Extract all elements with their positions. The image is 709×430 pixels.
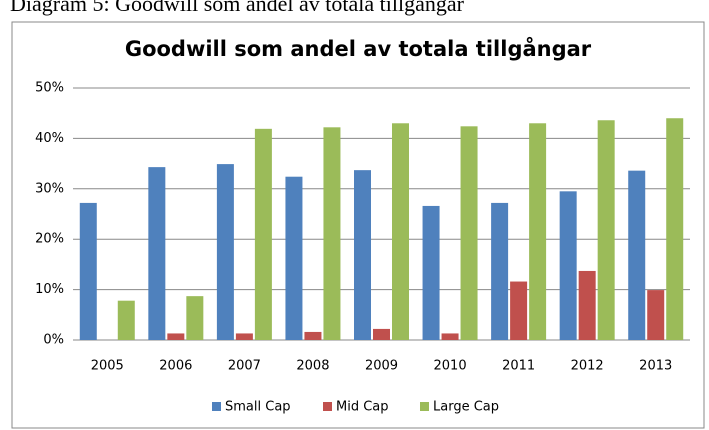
bar xyxy=(186,296,204,340)
bar xyxy=(578,270,596,340)
y-tick-label: 0% xyxy=(43,333,64,348)
bar xyxy=(491,202,509,340)
bar xyxy=(559,191,577,340)
y-tick-label: 40% xyxy=(35,131,64,146)
bar xyxy=(235,333,253,340)
bar xyxy=(441,333,459,340)
legend-label: Large Cap xyxy=(433,400,499,415)
x-tick-label: 2010 xyxy=(434,359,467,374)
caption: Diagram 5: Goodwill som andel av totala … xyxy=(10,0,465,16)
x-tick-label: 2008 xyxy=(296,359,329,374)
x-tick-label: 2005 xyxy=(91,359,124,374)
legend-swatch xyxy=(420,402,429,411)
y-tick-label: 10% xyxy=(35,282,64,297)
x-tick-label: 2006 xyxy=(159,359,192,374)
x-tick-label: 2009 xyxy=(365,359,398,374)
bar xyxy=(254,128,272,340)
legend-swatch xyxy=(212,402,221,411)
bar xyxy=(529,123,547,340)
bar xyxy=(647,290,665,340)
bar xyxy=(392,123,409,340)
legend-label: Mid Cap xyxy=(336,400,389,415)
chart-title: Goodwill som andel av totala tillgångar xyxy=(125,36,592,61)
bar xyxy=(373,328,390,340)
bar xyxy=(510,281,528,340)
bar xyxy=(304,331,322,340)
bar xyxy=(148,167,166,340)
x-tick-label: 2007 xyxy=(228,359,261,374)
bar xyxy=(167,333,185,340)
x-tick-label: 2013 xyxy=(639,359,672,374)
bar xyxy=(460,126,478,340)
legend-swatch xyxy=(323,402,332,411)
x-tick-label: 2011 xyxy=(502,359,535,374)
bar xyxy=(597,120,615,340)
x-tick-label: 2012 xyxy=(571,359,604,374)
y-tick-label: 50% xyxy=(35,81,64,96)
bar xyxy=(285,176,303,340)
bar xyxy=(628,170,646,340)
bar xyxy=(422,205,440,340)
bar xyxy=(79,202,97,340)
bar xyxy=(666,118,684,341)
bar xyxy=(354,170,371,340)
bar xyxy=(323,127,341,340)
y-tick-label: 20% xyxy=(35,232,64,247)
legend-label: Small Cap xyxy=(225,400,291,415)
bar xyxy=(216,164,234,340)
bar xyxy=(117,300,135,340)
y-tick-label: 30% xyxy=(35,181,64,196)
